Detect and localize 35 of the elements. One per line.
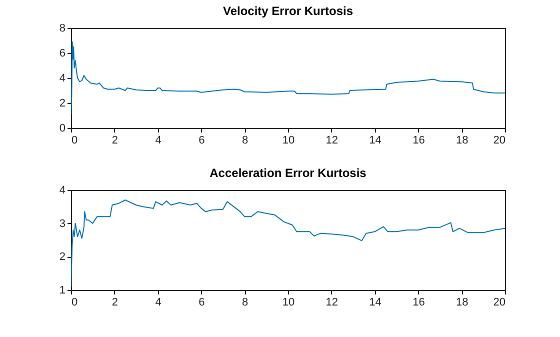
line-series: [71, 41, 505, 115]
y-tick-label: 2: [59, 98, 66, 110]
x-tick-label: 14: [369, 296, 382, 308]
x-tick-label: 8: [242, 134, 248, 146]
chart-title: Velocity Error Kurtosis: [222, 4, 354, 18]
y-tick-label: 0: [59, 122, 66, 134]
x-tick-label: 12: [326, 296, 338, 308]
x-tick-label: 4: [155, 134, 162, 146]
y-tick-label: 4: [59, 184, 66, 196]
x-tick-label: 18: [456, 134, 468, 146]
y-tick-label: 3: [59, 218, 66, 230]
x-tick-label: 16: [412, 296, 425, 308]
x-tick-label: 6: [198, 134, 205, 146]
x-tick-label: 10: [282, 296, 295, 308]
x-tick-label: 14: [369, 134, 382, 146]
x-tick-label: 6: [198, 296, 205, 308]
x-tick-label: 2: [112, 296, 118, 308]
y-tick-label: 1: [59, 284, 66, 296]
x-tick-label: 20: [493, 296, 506, 308]
y-tick-label: 8: [59, 22, 66, 34]
x-tick-label: 20: [493, 134, 506, 146]
x-tick-label: 2: [112, 134, 118, 146]
y-tick-label: 6: [59, 48, 66, 60]
x-tick-label: 0: [72, 134, 78, 146]
x-tick-label: 18: [456, 296, 468, 308]
x-tick-label: 8: [242, 296, 248, 308]
line-series: [71, 200, 505, 288]
x-tick-label: 10: [282, 134, 295, 146]
x-tick-label: 12: [326, 134, 338, 146]
y-tick-label: 4: [59, 72, 66, 84]
x-tick-label: 16: [412, 134, 425, 146]
x-tick-label: 0: [72, 296, 78, 308]
x-tick-label: 4: [155, 296, 162, 308]
chart-title: Acceleration Error Kurtosis: [210, 166, 367, 180]
y-tick-label: 2: [59, 251, 66, 264]
